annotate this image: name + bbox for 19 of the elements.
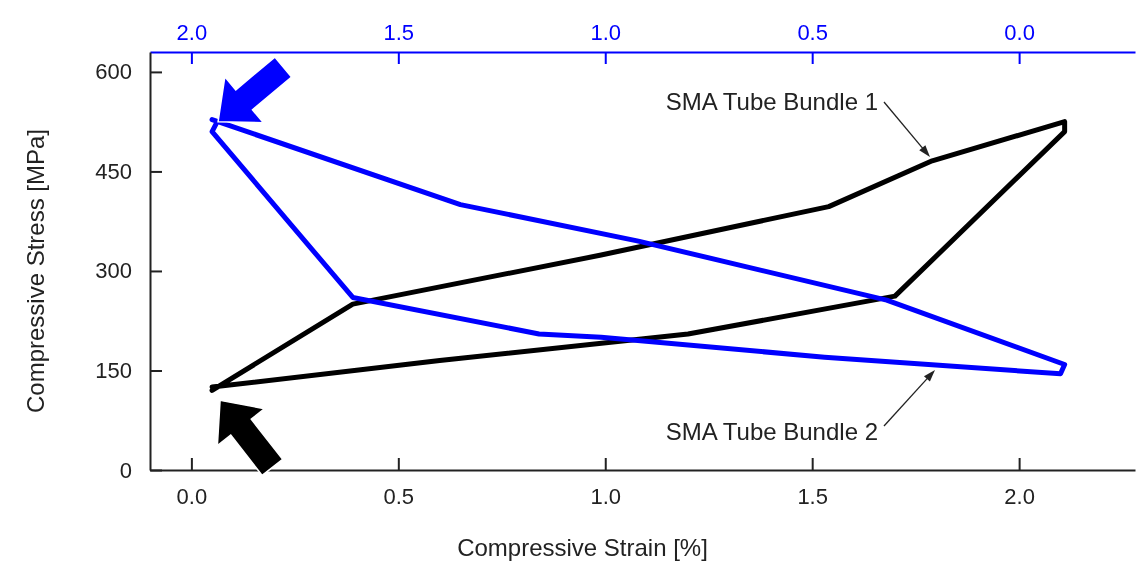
y-axis-title: Compressive Stress [MPa]: [22, 128, 49, 414]
x-axis-title: Compressive Strain [%]: [457, 534, 708, 561]
annotation: SMA Tube Bundle 1: [665, 88, 878, 115]
y-tick-label: 150: [95, 358, 132, 384]
x-tick-label: 0.0: [176, 483, 208, 509]
y-tick-label: 600: [95, 59, 132, 85]
y-tick-label: 0: [119, 457, 132, 483]
annotation: SMA Tube Bundle 2: [665, 418, 878, 445]
y-tick-label: 300: [95, 258, 132, 284]
x2-tick-label: 0.0: [1004, 20, 1035, 45]
x2-tick-label: 0.5: [797, 20, 828, 45]
y-tick-label: 450: [95, 158, 132, 184]
x2-tick-label: 1.5: [383, 20, 415, 45]
x-tick-label: 0.5: [383, 483, 415, 509]
x-tick-label: 1.0: [590, 483, 622, 509]
x-tick-label: 2.0: [1004, 483, 1035, 509]
x2-tick-label: 2.0: [176, 20, 208, 45]
x-tick-label: 1.5: [797, 483, 828, 509]
x2-tick-label: 1.0: [590, 20, 622, 45]
